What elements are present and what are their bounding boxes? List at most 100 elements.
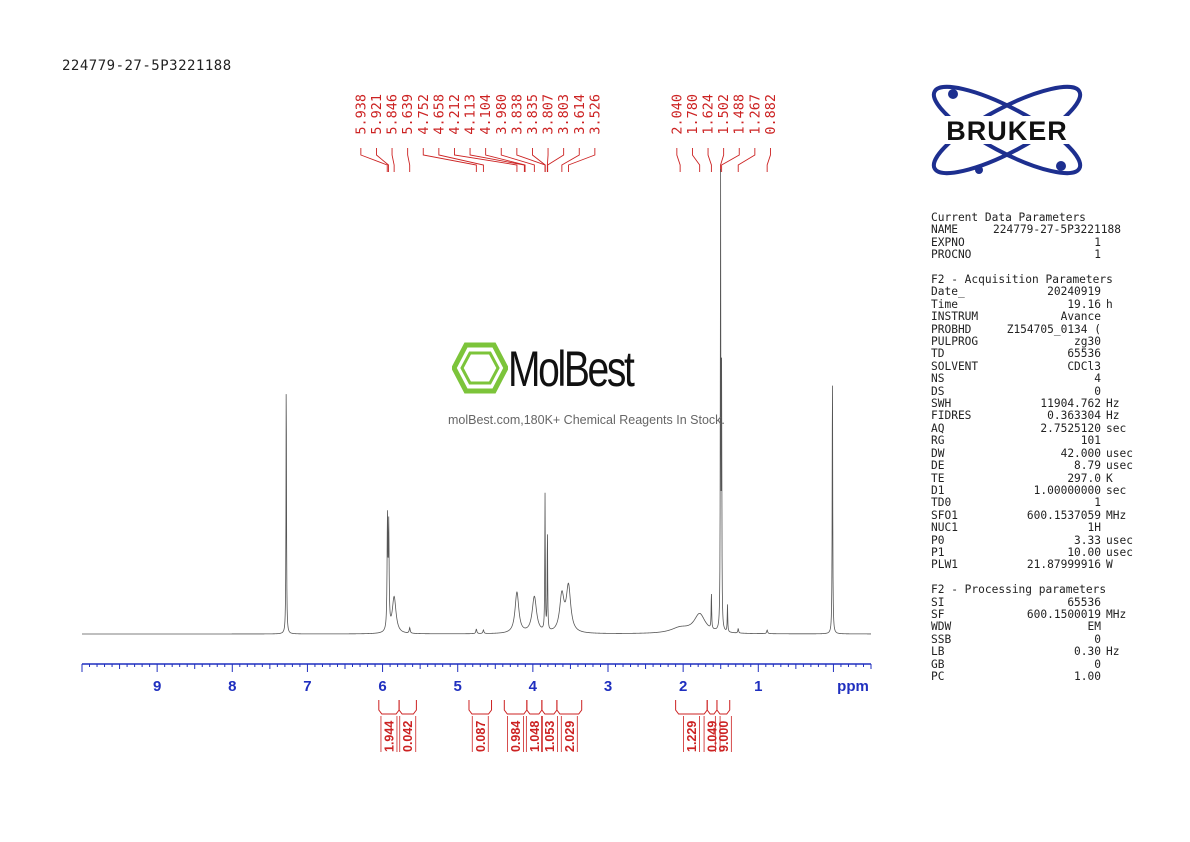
param-row: GB 0: [931, 657, 1141, 671]
param-value: zg30: [1074, 335, 1101, 349]
peak-connector: [532, 148, 546, 172]
param-row: TD 65536: [931, 348, 1141, 361]
param-key: D1: [931, 483, 945, 497]
param-row: INSTRUM Avance: [931, 310, 1141, 324]
peak-label: 4.752: [416, 94, 432, 135]
peak-label: 0.882: [763, 94, 779, 135]
peak-connector: [376, 148, 389, 172]
param-unit: MHz: [1106, 607, 1127, 621]
param-value: 10.00: [1067, 545, 1101, 559]
bruker-logo-text: BRUKER: [946, 116, 1068, 146]
peak-connector: [561, 148, 580, 172]
param-row: TD0 1: [931, 496, 1141, 509]
peak-label: 5.846: [385, 94, 401, 135]
param-unit: usec: [1106, 545, 1133, 559]
param-row: AQ 2.7525120 sec: [931, 421, 1141, 435]
param-unit: [1101, 311, 1106, 323]
param-value: 0: [1094, 384, 1101, 398]
peak-connector: [691, 148, 701, 172]
param-row: PC 1.00: [931, 670, 1141, 683]
param-value: 19.16: [1067, 297, 1101, 311]
peak-label: 4.212: [447, 94, 463, 135]
peak-connector: [438, 148, 484, 172]
integral-value: 1.053: [543, 721, 557, 752]
param-value: 600.1537059: [1026, 508, 1101, 522]
param-key: NS: [931, 372, 945, 386]
peak-connector: [407, 148, 411, 172]
spectrum-trace: [82, 169, 871, 635]
param-row: NAME 224779-27-5P3221188: [931, 223, 1141, 236]
param-unit: [1101, 659, 1106, 671]
param-key: LB: [931, 645, 945, 659]
param-row: SFO1 600.1537059 MHz: [931, 508, 1141, 522]
peak-connector: [568, 148, 596, 172]
integral-value: 0.984: [509, 721, 523, 752]
param-row: SF 600.1500019 MHz: [931, 607, 1141, 621]
integral-bracket: [468, 700, 493, 715]
param-row: Time 19.16 h: [931, 297, 1141, 311]
param-unit: K: [1106, 471, 1113, 485]
param-unit: Hz: [1106, 645, 1120, 659]
param-value: 2.7525120: [1040, 421, 1101, 435]
param-value: 3.33: [1074, 533, 1101, 547]
benzene-logo-icon: [452, 342, 508, 394]
param-unit: [1101, 621, 1106, 633]
integral-value: 1.944: [383, 721, 397, 752]
integral-value: 0.087: [474, 721, 488, 752]
param-value: 0: [1094, 657, 1101, 671]
param-unit: [1101, 522, 1106, 534]
peak-connector: [516, 148, 546, 172]
molbest-brand: MolBest: [508, 341, 635, 397]
integral-value: 9.000: [717, 721, 731, 752]
param-unit: sec: [1106, 421, 1127, 435]
param-key: PULPROG: [931, 335, 979, 349]
integral-bracket: [706, 700, 718, 715]
peak-label: 3.614: [572, 94, 588, 135]
axis-tick-label: 1: [754, 678, 762, 695]
param-value: 297.0: [1067, 471, 1101, 485]
param-key: PC: [931, 670, 945, 683]
param-row: PULPROG zg30: [931, 335, 1141, 349]
peak-connector: [485, 148, 526, 172]
param-unit: [1101, 361, 1106, 373]
param-unit: usec: [1106, 446, 1133, 460]
param-value: Avance: [1060, 310, 1101, 324]
param-value: 1.00: [1074, 670, 1101, 683]
peak-connector: [422, 148, 477, 172]
param-value: 101: [1080, 434, 1101, 448]
axis-tick-label: 7: [303, 678, 311, 695]
param-value: 1H: [1087, 521, 1101, 535]
integral-value: 1.229: [685, 721, 699, 752]
peak-label: 3.807: [541, 94, 557, 135]
param-key: PLW1: [931, 558, 958, 572]
axis-tick-label: 3: [604, 678, 612, 695]
param-unit: [1101, 348, 1106, 360]
param-unit: MHz: [1106, 508, 1127, 522]
param-value: 20240919: [1047, 285, 1101, 299]
param-key: PROCNO: [931, 248, 972, 262]
param-key: SWH: [931, 397, 952, 411]
param-key: Date_: [931, 285, 965, 299]
peak-label: 1.488: [732, 94, 748, 135]
integral-value: 0.049: [706, 721, 720, 752]
param-row: DS 0: [931, 384, 1141, 398]
axis-tick-label: 6: [378, 678, 386, 695]
param-unit: [1101, 286, 1106, 298]
param-key: SOLVENT: [931, 359, 979, 373]
param-key: SF: [931, 607, 945, 621]
param-key: PROBHD: [931, 322, 972, 336]
peak-label: 4.113: [463, 94, 479, 135]
param-key: SI: [931, 595, 945, 609]
param-value: EM: [1087, 620, 1101, 634]
axis-label: ppm: [837, 678, 869, 695]
param-unit: [1101, 237, 1106, 249]
peak-label: 3.838: [509, 94, 525, 135]
param-row: PROCNO 1: [931, 248, 1141, 262]
peak-connector: [766, 148, 771, 172]
integral-layer: 1.944 0.042 0.087 0.984 1.048 1.053 2.029 1.229…: [378, 700, 732, 752]
param-row: LB 0.30 Hz: [931, 645, 1141, 659]
peak-label: 3.835: [525, 94, 541, 135]
param-key: TE: [931, 471, 945, 485]
integral-bracket: [378, 700, 400, 715]
peak-label: 4.658: [431, 94, 447, 135]
